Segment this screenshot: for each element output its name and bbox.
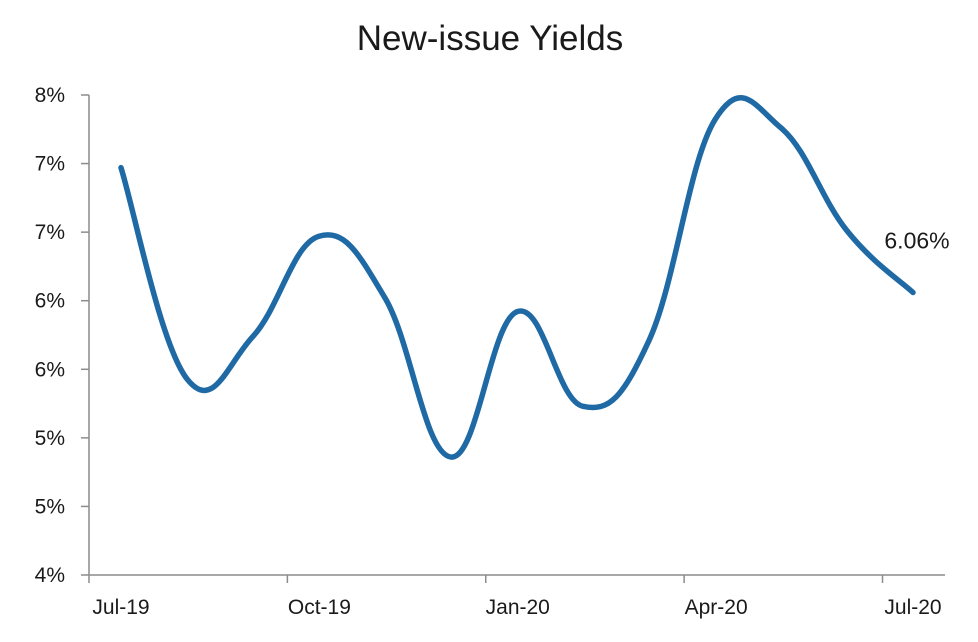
data-point — [847, 230, 848, 231]
data-point — [913, 292, 914, 293]
axes — [88, 95, 945, 576]
y-tick-label: 7% — [35, 221, 65, 244]
data-point — [121, 167, 122, 168]
y-tick-label: 4% — [35, 564, 65, 587]
data-point — [715, 119, 716, 120]
data-point — [253, 336, 254, 337]
series-line — [118, 95, 916, 460]
data-point — [781, 127, 782, 128]
y-tick-label: 5% — [35, 495, 65, 518]
x-tick-label: Jul-19 — [92, 596, 149, 619]
data-point — [517, 311, 518, 312]
data-point — [583, 406, 584, 407]
chart-title: New-issue Yields — [357, 19, 624, 58]
data-label: 6.06% — [884, 227, 949, 253]
x-tick-label: Oct-19 — [288, 596, 351, 619]
y-tick-label: 7% — [35, 153, 65, 176]
x-tick-label: Jan-20 — [486, 596, 550, 619]
x-axis-ticks: Jul-19 Oct-19 Jan-20 Apr-20 Jul-20 — [88, 575, 942, 619]
y-tick-label: 8% — [35, 84, 65, 107]
data-point — [319, 236, 320, 237]
data-point — [649, 340, 650, 341]
data-point — [451, 457, 452, 458]
data-point — [187, 378, 188, 379]
y-tick-label: 6% — [35, 358, 65, 381]
y-tick-label: 6% — [35, 290, 65, 313]
data-point — [385, 297, 386, 298]
y-tick-label: 5% — [35, 427, 65, 450]
x-tick-label: Jul-20 — [884, 596, 941, 619]
y-axis-ticks: 4% 5% 5% 6% 6% 7% 7% 8% — [35, 84, 89, 587]
annotations: 6.06% — [884, 227, 949, 253]
x-tick-label: Apr-20 — [685, 596, 748, 619]
series-group — [118, 95, 916, 460]
